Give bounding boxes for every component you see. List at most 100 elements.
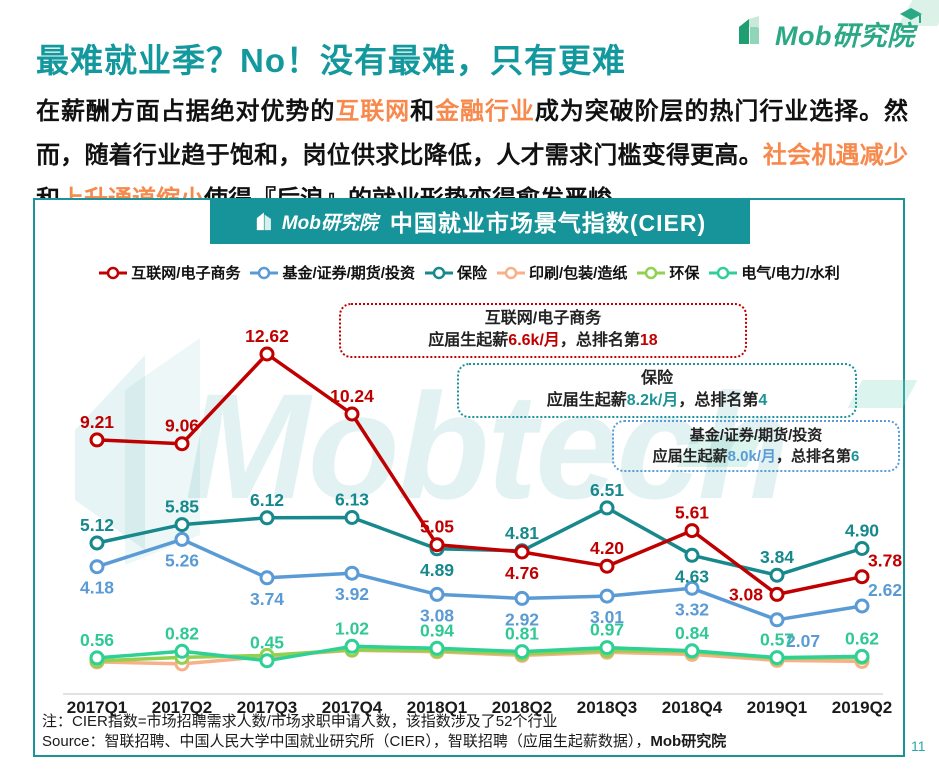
- annotation-box-fund: 基金/证券/期货/投资 应届生起薪8.0k/月，总排名第6: [612, 420, 900, 472]
- svg-text:5.61: 5.61: [675, 503, 709, 523]
- svg-text:6.12: 6.12: [250, 490, 284, 510]
- annotation-title: 基金/证券/期货/投资: [689, 427, 823, 444]
- legend-marker-icon: [497, 266, 525, 279]
- salary-value: 8.0k/月: [727, 448, 777, 465]
- annotation-detail: 应届生起薪6.6k/月，总排名第18: [428, 332, 658, 349]
- legend-label: 印刷/包装/造纸: [529, 265, 628, 282]
- banner-mob-logo: Mob研究院: [254, 208, 378, 235]
- chart-legend: 互联网/电子商务 基金/证券/期货/投资 保险 印刷/包装/造纸 环保 电气/电力/水利: [35, 262, 903, 283]
- annotation-title: 保险: [640, 370, 673, 387]
- svg-text:1.02: 1.02: [335, 618, 369, 638]
- annotation-title: 互联网/电子商务: [484, 310, 602, 327]
- svg-text:9.21: 9.21: [80, 412, 114, 432]
- legend-item: 印刷/包装/造纸: [496, 262, 627, 283]
- svg-text:6.13: 6.13: [335, 490, 369, 510]
- page-title: 最难就业季？No！没有最难，只有更难: [36, 42, 626, 80]
- highlighted-text: 金融行业: [435, 98, 535, 125]
- svg-text:2.92: 2.92: [505, 609, 539, 629]
- svg-text:0.45: 0.45: [250, 633, 284, 653]
- svg-text:2017Q3: 2017Q3: [237, 698, 298, 717]
- svg-text:4.90: 4.90: [845, 521, 879, 541]
- legend-item: 环保: [636, 262, 699, 283]
- legend-label: 保险: [456, 265, 487, 282]
- rank-value: 6: [851, 448, 860, 465]
- svg-text:3.32: 3.32: [675, 599, 709, 619]
- legend-marker-icon: [637, 266, 666, 279]
- line-chart: 2017Q1 2017Q2 2017Q3 2017Q4 2018Q1 2018Q2 2018…: [63, 326, 902, 717]
- svg-text:4.63: 4.63: [675, 566, 709, 586]
- svg-text:0.56: 0.56: [80, 630, 114, 650]
- body-text: 在薪酬方面占据绝对优势的: [36, 98, 336, 125]
- legend-label: 互联网/电子商务: [131, 265, 241, 282]
- legend-item: 基金/证券/期货/投资: [249, 262, 415, 283]
- graduation-cap-icon: [898, 6, 924, 31]
- legend-marker-icon: [99, 266, 128, 279]
- svg-text:0.94: 0.94: [420, 620, 454, 640]
- svg-text:0.57: 0.57: [760, 630, 794, 650]
- svg-text:5.12: 5.12: [80, 515, 114, 535]
- watermark-text: Mobtech: [185, 362, 790, 530]
- svg-text:9.06: 9.06: [165, 416, 199, 436]
- mob-logo-text: Mob研究院: [775, 21, 915, 51]
- svg-text:4.20: 4.20: [590, 538, 624, 558]
- legend-marker-icon: [424, 266, 453, 279]
- svg-text:0.62: 0.62: [845, 628, 879, 648]
- legend-marker-icon: [709, 266, 738, 279]
- svg-text:3.08: 3.08: [420, 605, 454, 625]
- svg-text:4.76: 4.76: [505, 563, 539, 583]
- svg-text:2018Q2: 2018Q2: [492, 698, 553, 717]
- mob-logo: Mob研究院: [735, 8, 923, 53]
- svg-text:3.74: 3.74: [250, 589, 284, 609]
- svg-text:2018Q4: 2018Q4: [662, 698, 723, 717]
- annotation-detail: 应届生起薪8.0k/月，总排名第6: [652, 448, 860, 465]
- source-line: Source：智联招聘、中国人民大学中国就业研究所（CIER），智联招聘（应届生…: [42, 733, 727, 750]
- legend-label: 电气/电力/水利: [741, 265, 840, 282]
- legend-item: 互联网/电子商务: [98, 262, 240, 283]
- svg-text:5.85: 5.85: [165, 497, 199, 517]
- annotation-detail: 应届生起薪8.2k/月，总排名第4: [546, 392, 768, 409]
- svg-text:0.84: 0.84: [675, 623, 709, 643]
- body-text: 和: [410, 98, 436, 125]
- watermark-logo-shape: [75, 338, 200, 565]
- svg-text:2017Q2: 2017Q2: [152, 698, 213, 717]
- svg-text:5.05: 5.05: [420, 517, 454, 537]
- svg-text:3.01: 3.01: [590, 607, 624, 627]
- banner-mob-logo-text: Mob研究院: [281, 212, 378, 234]
- legend-marker-icon: [250, 266, 279, 279]
- svg-text:2.07: 2.07: [786, 631, 820, 651]
- svg-text:2019Q2: 2019Q2: [832, 698, 893, 717]
- svg-text:3.92: 3.92: [335, 584, 369, 604]
- svg-text:0.81: 0.81: [505, 624, 539, 644]
- page-number: 11: [911, 738, 926, 754]
- rank-value: 18: [639, 332, 658, 349]
- mob-building-icon: [256, 212, 271, 231]
- legend-item: 保险: [424, 262, 487, 283]
- salary-value: 8.2k/月: [626, 392, 679, 409]
- legend-label: 基金/证券/期货/投资: [282, 265, 415, 282]
- svg-text:12.62: 12.62: [245, 326, 289, 346]
- svg-text:2017Q1: 2017Q1: [67, 698, 128, 717]
- legend-label: 环保: [669, 265, 700, 282]
- svg-text:4.89: 4.89: [420, 560, 454, 580]
- svg-text:3.08: 3.08: [729, 584, 763, 604]
- svg-text:0.82: 0.82: [165, 623, 199, 643]
- svg-text:10.24: 10.24: [330, 386, 374, 406]
- svg-text:3.84: 3.84: [760, 547, 794, 567]
- highlighted-text: 互联网: [335, 98, 411, 125]
- svg-text:2.62: 2.62: [868, 580, 902, 600]
- chart-title: 中国就业市场景气指数(CIER): [389, 210, 707, 236]
- svg-text:4.18: 4.18: [80, 578, 114, 598]
- legend-item: 电气/电力/水利: [708, 262, 840, 283]
- note-line: 注：CIER指数=市场招聘需求人数/市场求职申请人数，该指数涉及了52个行业: [42, 713, 558, 730]
- svg-text:0.97: 0.97: [590, 620, 624, 640]
- mob-building-icon: [735, 14, 769, 53]
- annotation-box-internet: 互联网/电子商务 应届生起薪6.6k/月，总排名第18: [339, 303, 747, 358]
- svg-text:4.81: 4.81: [505, 523, 539, 543]
- svg-text:2018Q1: 2018Q1: [407, 698, 468, 717]
- svg-text:2018Q3: 2018Q3: [577, 698, 638, 717]
- svg-text:2017Q4: 2017Q4: [322, 698, 383, 717]
- annotation-box-insurance: 保险 应届生起薪8.2k/月，总排名第4: [457, 363, 857, 418]
- chart-title-banner: Mob研究院 中国就业市场景气指数(CIER): [210, 198, 750, 244]
- svg-text:2019Q1: 2019Q1: [747, 698, 808, 717]
